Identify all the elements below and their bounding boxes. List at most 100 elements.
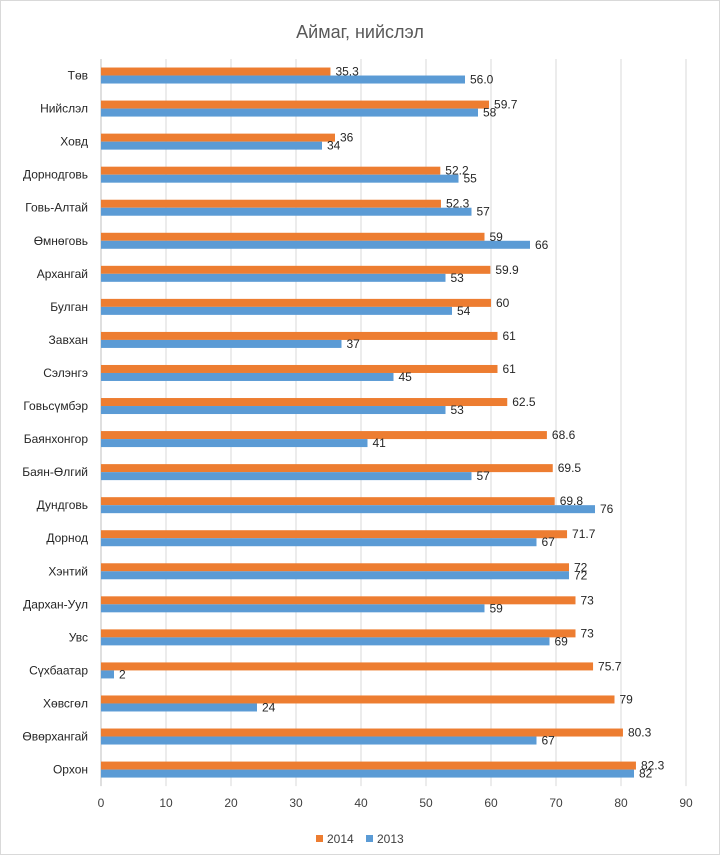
data-label-2014: 80.3 (628, 726, 652, 740)
data-label-2013: 57 (477, 469, 491, 483)
bar-2014 (101, 166, 441, 175)
x-tick-label: 40 (354, 796, 368, 810)
bar-2013 (101, 736, 537, 745)
data-label-2013: 55 (464, 172, 478, 186)
data-label-2013: 67 (542, 535, 556, 549)
bar-2014 (101, 497, 555, 506)
legend-label: 2014 (327, 832, 354, 846)
chart-title: Аймаг, нийслэл (296, 22, 424, 42)
category-label: Сэлэнгэ (43, 366, 88, 380)
data-label-2014: 59 (490, 230, 504, 244)
data-label-2013: 58 (483, 106, 497, 120)
data-label-2014: 35.3 (335, 65, 359, 79)
data-label-2013: 37 (347, 337, 361, 351)
bar-2013 (101, 571, 569, 580)
legend-swatch-2013 (366, 835, 373, 842)
category-label: Дундговь (37, 498, 88, 512)
category-label: Өмнөговь (34, 234, 88, 248)
bar-2013 (101, 141, 322, 150)
data-label-2014: 72 (574, 560, 588, 574)
bar-2013 (101, 439, 368, 448)
bar-2014 (101, 530, 568, 539)
data-label-2013: 72 (574, 568, 588, 582)
data-label-2013: 66 (535, 238, 549, 252)
x-tick-label: 50 (419, 796, 433, 810)
bar-2013 (101, 703, 257, 712)
bar-2013 (101, 637, 550, 646)
bar-2013 (101, 505, 595, 514)
data-label-2013: 82 (639, 767, 653, 781)
legend-swatch-2014 (316, 835, 323, 842)
bar-2013 (101, 769, 634, 778)
data-label-2013: 34 (327, 139, 341, 153)
data-label-2014: 59.7 (494, 98, 518, 112)
bar-2013 (101, 306, 452, 315)
category-label: Хөвсгөл (43, 696, 88, 710)
bar-2014 (101, 331, 498, 340)
bar-2014 (101, 761, 636, 770)
x-tick-label: 60 (484, 796, 498, 810)
bar-2013 (101, 174, 459, 183)
bar-2014 (101, 695, 615, 704)
data-label-2013: 53 (451, 271, 465, 285)
bar-2013 (101, 538, 537, 547)
x-tick-label: 30 (289, 796, 303, 810)
data-label-2013: 54 (457, 304, 471, 318)
bar-2013 (101, 406, 446, 415)
data-label-2013: 53 (451, 403, 465, 417)
x-tick-label: 70 (549, 796, 563, 810)
category-label: Хэнтий (48, 564, 88, 578)
x-tick-label: 10 (159, 796, 173, 810)
x-tick-label: 90 (679, 796, 693, 810)
bar-2014 (101, 133, 335, 142)
data-label-2014: 68.6 (552, 428, 576, 442)
bar-2013 (101, 472, 472, 481)
bar-2014 (101, 100, 490, 109)
bar-2014 (101, 431, 547, 440)
data-label-2014: 69.5 (558, 461, 582, 475)
data-label-2013: 2 (119, 667, 126, 681)
x-tick-label: 80 (614, 796, 628, 810)
bar-2013 (101, 108, 478, 117)
bar-2013 (101, 670, 114, 679)
bar-2014 (101, 298, 491, 307)
data-label-2014: 73 (581, 593, 595, 607)
data-label-2013: 41 (373, 436, 387, 450)
data-label-2014: 60 (496, 296, 510, 310)
category-label: Нийслэл (40, 102, 88, 116)
bar-2013 (101, 372, 394, 381)
data-label-2014: 75.7 (598, 659, 622, 673)
data-label-2014: 61 (503, 329, 517, 343)
bar-2013 (101, 273, 446, 282)
data-label-2013: 24 (262, 700, 276, 714)
legend-label: 2013 (377, 832, 404, 846)
data-label-2014: 52.2 (445, 164, 469, 178)
data-label-2013: 76 (600, 502, 614, 516)
category-label: Баянхонгор (24, 432, 89, 446)
category-label: Төв (68, 69, 88, 83)
bar-2013 (101, 339, 342, 348)
category-label: Орхон (53, 763, 88, 777)
data-label-2014: 62.5 (512, 395, 536, 409)
category-label: Өвөрхангай (22, 730, 88, 744)
category-label: Сүхбаатар (29, 663, 88, 677)
category-label: Говьсүмбэр (23, 399, 88, 413)
data-label-2014: 52.3 (446, 197, 470, 211)
bar-2014 (101, 662, 594, 671)
x-tick-label: 0 (98, 796, 105, 810)
bar-2013 (101, 207, 472, 216)
category-label: Завхан (49, 333, 88, 347)
data-label-2014: 36 (340, 131, 354, 145)
bar-2014 (101, 464, 553, 473)
bar-2014 (101, 596, 576, 605)
bar-2013 (101, 240, 530, 249)
bar-2013 (101, 604, 485, 613)
data-label-2014: 71.7 (572, 527, 596, 541)
category-label: Дорнод (46, 531, 88, 545)
bar-2013 (101, 75, 465, 84)
bar-2014 (101, 265, 491, 274)
data-label-2014: 61 (503, 362, 517, 376)
bar-2014 (101, 728, 623, 737)
bar-2014 (101, 364, 498, 373)
